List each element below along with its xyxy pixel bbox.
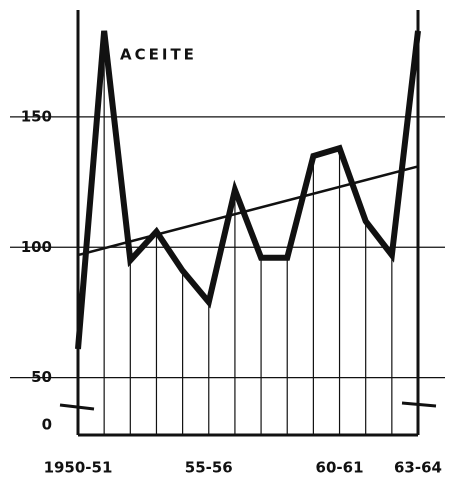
x-tick-label: 60-61: [316, 459, 364, 477]
x-tick-label: 1950-51: [44, 459, 113, 477]
axis-break: [59, 403, 95, 411]
axis-break: [401, 401, 437, 408]
y-tick-label: 0: [42, 416, 52, 434]
annotation: ACEITE: [120, 46, 197, 64]
x-tick-label: 63-64: [394, 459, 442, 477]
data-line: [75, 30, 421, 350]
trend-line: [77, 165, 419, 257]
x-tick-label: 55-56: [185, 459, 233, 477]
